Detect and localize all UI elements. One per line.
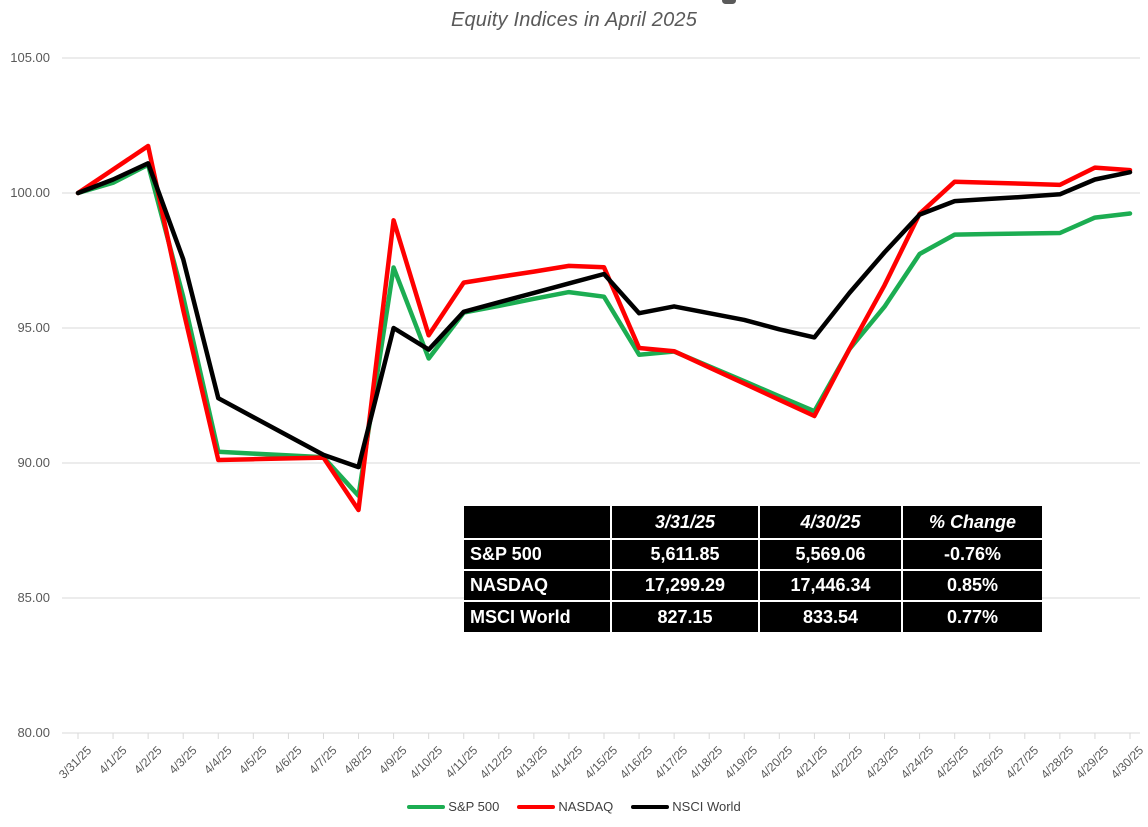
series-line-nsci-world xyxy=(75,161,1133,470)
table-corner-cell xyxy=(464,506,610,538)
table-header-cell: % Change xyxy=(903,506,1042,538)
series-line-s-p-500 xyxy=(75,162,1133,498)
y-axis-label: 105.00 xyxy=(10,50,50,65)
clipped-title-remnant xyxy=(722,0,736,4)
table-value-cell: 17,299.29 xyxy=(612,571,758,600)
table-header-cell: 3/31/25 xyxy=(612,506,758,538)
table-header-cell: 4/30/25 xyxy=(760,506,901,538)
legend-item: NSCI World xyxy=(631,799,741,814)
y-axis-label: 80.00 xyxy=(17,725,50,740)
legend-label: S&P 500 xyxy=(448,799,500,814)
chart-legend: S&P 500 NASDAQ NSCI World xyxy=(0,799,1148,814)
chart-title: Equity Indices in April 2025 xyxy=(450,9,698,31)
legend-swatch xyxy=(631,804,670,809)
summary-table: 3/31/25 4/30/25% Change S&P 500 5,611.85 5,5… xyxy=(464,506,1042,632)
legend-label: NSCI World xyxy=(672,799,741,814)
y-axis-label: 90.00 xyxy=(17,455,50,470)
table-value-cell: 17,446.34 xyxy=(760,571,901,600)
legend-item: S&P 500 xyxy=(407,799,499,814)
table-value-cell: 5,569.06 xyxy=(760,540,901,569)
table-value-cell: 0.77% xyxy=(903,602,1042,632)
table-value-cell: 5,611.85 xyxy=(612,540,758,569)
y-axis-label: 100.00 xyxy=(10,185,50,200)
table-value-cell: -0.76% xyxy=(903,540,1042,569)
legend-label: NASDAQ xyxy=(558,799,614,814)
legend-swatch xyxy=(517,804,556,809)
table-row-label: MSCI World xyxy=(464,602,610,632)
legend-swatch xyxy=(407,804,446,809)
table-row-label: S&P 500 xyxy=(464,540,610,569)
table-value-cell: 827.15 xyxy=(612,602,758,632)
series-line-nasdaq xyxy=(75,143,1133,513)
y-axis-label: 95.00 xyxy=(17,320,50,335)
table-value-cell: 833.54 xyxy=(760,602,901,632)
y-axis-label: 85.00 xyxy=(17,590,50,605)
legend-item: NASDAQ xyxy=(517,799,613,814)
table-value-cell: 0.85% xyxy=(903,571,1042,600)
table-row-label: NASDAQ xyxy=(464,571,610,600)
